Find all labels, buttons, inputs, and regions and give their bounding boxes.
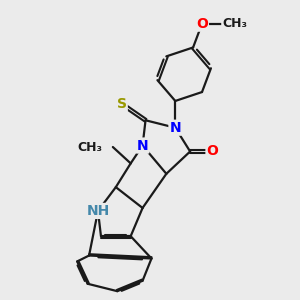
Text: O: O <box>196 17 208 31</box>
Text: N: N <box>137 139 148 152</box>
Text: S: S <box>117 97 127 111</box>
Text: CH₃: CH₃ <box>222 17 247 30</box>
Text: N: N <box>169 121 181 135</box>
Text: O: O <box>206 145 218 158</box>
Text: NH: NH <box>86 204 110 218</box>
Text: CH₃: CH₃ <box>77 140 102 154</box>
